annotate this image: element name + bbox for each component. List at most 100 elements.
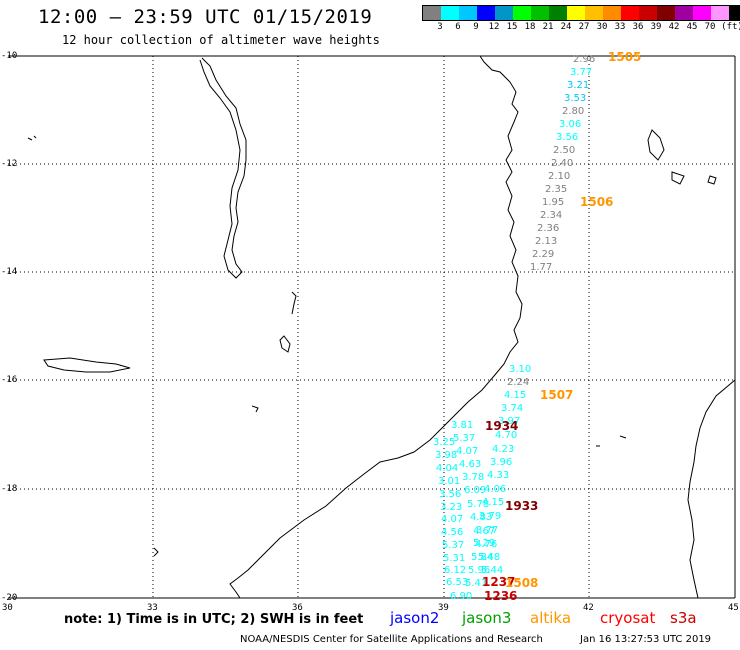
wave-height-value: 3.56 — [556, 132, 578, 143]
wave-height-value: 5.41 — [465, 578, 487, 589]
satellite-legend-s3a: s3a — [670, 609, 697, 627]
scale-swatch — [531, 6, 549, 20]
pass-time-label: 1508 — [505, 576, 538, 590]
wave-height-value: 2.80 — [562, 106, 584, 117]
wave-height-value: 6.12 — [444, 565, 466, 576]
scale-tick-label: 42 — [668, 22, 680, 32]
wave-height-value: 3.79 — [479, 511, 501, 522]
wave-height-value: 3.96 — [490, 457, 512, 468]
wave-height-value: 3.06 — [559, 119, 581, 130]
longitude-label: 36 — [292, 603, 303, 613]
wave-height-value: 3.77 — [570, 67, 592, 78]
wave-height-value: 6.53 — [446, 577, 468, 588]
satellite-legend-cryosat: cryosat — [600, 609, 656, 627]
color-scale-bar — [422, 5, 740, 21]
wave-height-value: 4.07 — [456, 446, 478, 457]
longitude-label: 42 — [583, 603, 594, 613]
scale-swatch — [729, 6, 740, 20]
wave-height-value: 3.56 — [439, 489, 461, 500]
scale-tick-label: 39 — [650, 22, 662, 32]
pass-time-label: 1505 — [608, 50, 641, 64]
coastlines — [27, 55, 736, 599]
wave-height-value: 2.29 — [532, 249, 554, 260]
wave-height-value: 5.37 — [453, 433, 475, 444]
longitude-label: 30 — [2, 603, 13, 613]
scale-swatch — [567, 6, 585, 20]
scale-tick-label: 9 — [473, 22, 479, 32]
scale-swatch — [639, 6, 657, 20]
scale-swatch — [495, 6, 513, 20]
scale-tick-label: 30 — [596, 22, 608, 32]
wave-height-value: 2.50 — [553, 145, 575, 156]
scale-swatch — [477, 6, 495, 20]
chart-title: 12:00 — 23:59 UTC 01/15/2019 — [38, 6, 373, 28]
wave-height-value: 6.09 — [464, 485, 486, 496]
latitude-label: -12 — [1, 159, 18, 169]
wave-height-value: 5.31 — [443, 553, 465, 564]
scale-tick-label: 3 — [437, 22, 443, 32]
scale-tick-label: 18 — [524, 22, 536, 32]
scale-swatch — [675, 6, 693, 20]
wave-height-value: 3.77 — [476, 525, 498, 536]
scale-swatch — [459, 6, 477, 20]
wave-height-value: 3.23 — [440, 502, 462, 513]
wave-height-value: 3.81 — [451, 420, 473, 431]
longitude-label: 33 — [147, 603, 158, 613]
wave-height-value: 5.37 — [442, 540, 464, 551]
pass-time-label: 1237 — [482, 575, 515, 589]
latitude-label: -10 — [1, 51, 18, 61]
wave-height-value: 4.15 — [504, 390, 526, 401]
wave-height-value: 4.33 — [487, 470, 509, 481]
wave-height-value: 4.56 — [441, 527, 463, 538]
wave-height-value: 5.48 — [478, 552, 500, 563]
graticule — [8, 56, 735, 598]
latitude-label: -16 — [1, 375, 18, 385]
scale-swatch — [585, 6, 603, 20]
latitude-label: -20 — [1, 593, 18, 603]
map-frame — [8, 55, 736, 599]
wave-height-value: 4.63 — [459, 459, 481, 470]
wave-height-value: 3.74 — [501, 403, 523, 414]
scale-tick-label: 6 — [455, 22, 461, 32]
scale-swatch — [603, 6, 621, 20]
timestamp-text: Jan 16 13:27:53 UTC 2019 — [580, 634, 712, 645]
chart-subtitle: 12 hour collection of altimeter wave hei… — [62, 33, 380, 47]
wave-height-value: 3.97 — [498, 416, 520, 427]
latitude-label: -14 — [1, 267, 18, 277]
wave-height-value: 4.23 — [492, 444, 514, 455]
scale-unit: (ft) — [721, 22, 740, 32]
wave-height-value: 4.70 — [495, 430, 517, 441]
satellite-legend-jason2: jason2 — [390, 609, 440, 627]
scale-swatch — [657, 6, 675, 20]
wave-height-value: 2.13 — [535, 236, 557, 247]
wave-height-value: 2.40 — [551, 158, 573, 169]
wave-height-value: 3.25 — [433, 437, 455, 448]
scale-swatch — [423, 6, 441, 20]
scale-swatch — [513, 6, 531, 20]
note-text: note: 1) Time is in UTC; 2) SWH is in fe… — [64, 612, 364, 627]
latitude-label: -18 — [1, 484, 18, 494]
wave-height-value: 4.15 — [482, 497, 504, 508]
scale-tick-label: 70 — [704, 22, 716, 32]
wave-height-value: 5.29 — [473, 538, 495, 549]
wave-height-value: 2.96 — [573, 54, 595, 65]
wave-height-value: 5.44 — [481, 565, 503, 576]
wave-height-value: 3.21 — [567, 80, 589, 91]
wave-height-value: 1.95 — [542, 197, 564, 208]
scale-swatch — [693, 6, 711, 20]
pass-time-label: 1934 — [485, 419, 518, 433]
credit-text: NOAA/NESDIS Center for Satellite Applica… — [240, 634, 543, 645]
satellite-legend-jason3: jason3 — [462, 609, 512, 627]
pass-time-label: 1236 — [484, 589, 517, 603]
pass-time-label: 1933 — [505, 499, 538, 513]
scale-swatch — [621, 6, 639, 20]
wave-height-value: 6.90 — [450, 591, 472, 602]
longitude-label: 45 — [728, 603, 739, 613]
satellite-legend-altika: altika — [530, 609, 572, 627]
scale-tick-label: 45 — [686, 22, 698, 32]
wave-height-value: 4.07 — [441, 514, 463, 525]
wave-height-value: 3.53 — [564, 93, 586, 104]
scale-tick-label: 36 — [632, 22, 644, 32]
